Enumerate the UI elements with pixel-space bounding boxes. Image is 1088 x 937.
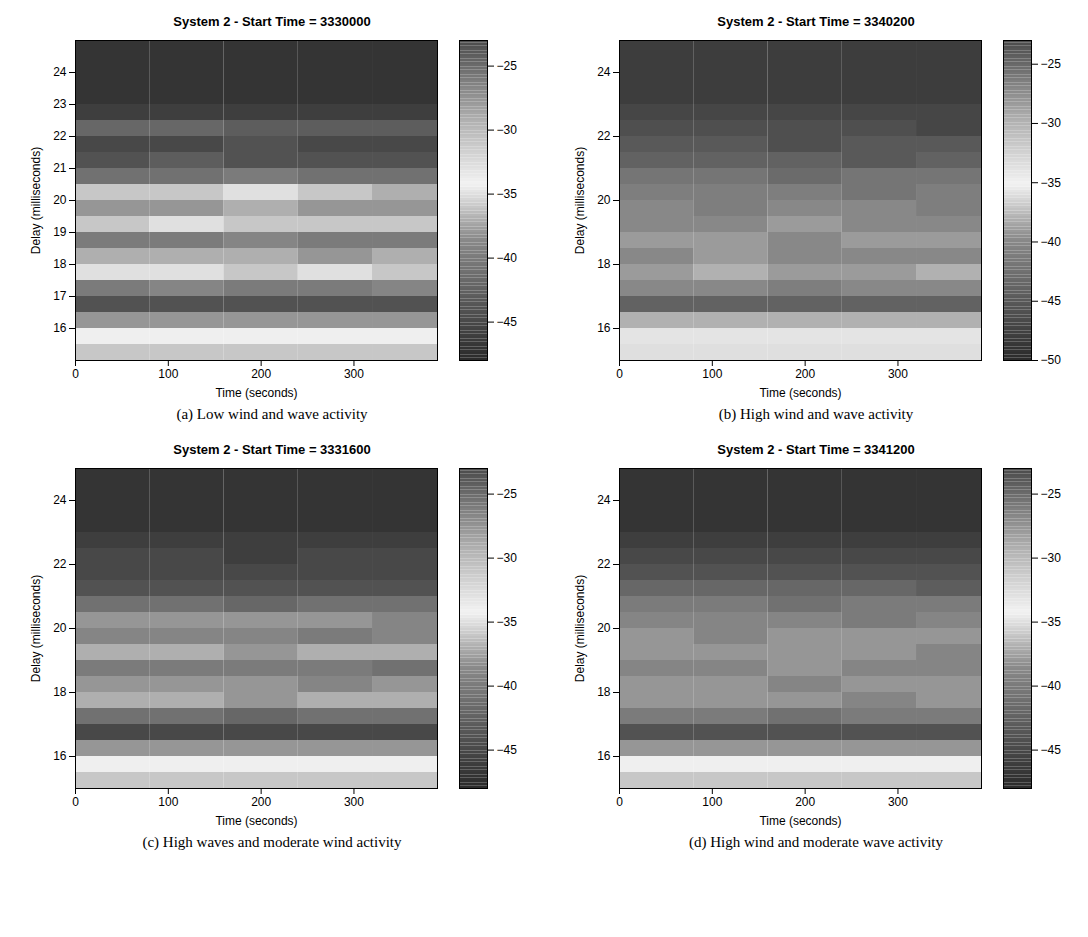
svg-text:−30: −30 [497, 123, 518, 137]
svg-text:Time (seconds): Time (seconds) [759, 386, 841, 400]
svg-text:24: 24 [597, 493, 611, 507]
svg-text:−40: −40 [497, 679, 518, 693]
svg-text:18: 18 [53, 257, 67, 271]
svg-text:100: 100 [158, 795, 178, 809]
svg-text:20: 20 [597, 193, 611, 207]
svg-text:18: 18 [597, 685, 611, 699]
svg-text:200: 200 [795, 367, 815, 381]
svg-text:−25: −25 [1041, 57, 1062, 71]
svg-text:Time (seconds): Time (seconds) [215, 386, 297, 400]
svg-text:−40: −40 [497, 251, 518, 265]
svg-text:100: 100 [702, 367, 722, 381]
svg-text:−40: −40 [1041, 679, 1062, 693]
svg-text:22: 22 [53, 129, 67, 143]
svg-text:18: 18 [597, 257, 611, 271]
svg-text:16: 16 [597, 321, 611, 335]
svg-text:200: 200 [251, 795, 271, 809]
svg-text:0: 0 [616, 367, 623, 381]
html-text:System 2 - Start Time = 334020: System 2 - Start Time = 3340200 [717, 14, 915, 29]
svg-text:−30: −30 [1041, 116, 1062, 130]
svg-text:−35: −35 [1041, 176, 1062, 190]
svg-text:200: 200 [795, 795, 815, 809]
svg-text:20: 20 [53, 621, 67, 635]
svg-text:Time (seconds): Time (seconds) [215, 814, 297, 828]
svg-text:16: 16 [53, 321, 67, 335]
svg-text:22: 22 [53, 557, 67, 571]
html-text:(b) High wind and wave activit: (b) High wind and wave activity [718, 406, 914, 422]
svg-text:−40: −40 [1041, 235, 1062, 249]
svg-text:22: 22 [597, 557, 611, 571]
html-text:System 2 - Start Time = 334120: System 2 - Start Time = 3341200 [717, 442, 915, 457]
svg-text:−35: −35 [1041, 615, 1062, 629]
svg-text:−50: −50 [1041, 353, 1062, 367]
svg-text:21: 21 [53, 161, 67, 175]
svg-text:100: 100 [158, 367, 178, 381]
svg-text:19: 19 [53, 225, 67, 239]
svg-text:300: 300 [344, 795, 364, 809]
svg-text:−35: −35 [497, 615, 518, 629]
svg-text:−30: −30 [497, 551, 518, 565]
svg-text:−45: −45 [497, 743, 518, 757]
svg-text:−45: −45 [497, 315, 518, 329]
svg-text:24: 24 [53, 65, 67, 79]
svg-text:18: 18 [53, 685, 67, 699]
svg-text:−30: −30 [1041, 551, 1062, 565]
svg-text:20: 20 [597, 621, 611, 635]
svg-text:Delay (milliseconds): Delay (milliseconds) [573, 575, 587, 682]
svg-text:−45: −45 [1041, 743, 1062, 757]
svg-text:23: 23 [53, 97, 67, 111]
svg-text:24: 24 [53, 493, 67, 507]
svg-text:−45: −45 [1041, 294, 1062, 308]
svg-text:0: 0 [72, 795, 79, 809]
html-text:(c) High waves and moderate wi: (c) High waves and moderate wind activit… [142, 834, 402, 850]
svg-text:−25: −25 [497, 487, 518, 501]
svg-text:24: 24 [597, 65, 611, 79]
svg-text:16: 16 [53, 749, 67, 763]
svg-text:300: 300 [888, 367, 908, 381]
svg-text:300: 300 [344, 367, 364, 381]
svg-text:Delay (milliseconds): Delay (milliseconds) [29, 147, 43, 254]
svg-text:0: 0 [72, 367, 79, 381]
svg-text:200: 200 [251, 367, 271, 381]
svg-text:100: 100 [702, 795, 722, 809]
svg-text:20: 20 [53, 193, 67, 207]
svg-text:Delay (milliseconds): Delay (milliseconds) [573, 147, 587, 254]
svg-text:17: 17 [53, 289, 67, 303]
svg-text:−25: −25 [497, 59, 518, 73]
svg-text:Time (seconds): Time (seconds) [759, 814, 841, 828]
html-text:(d) High wind and moderate wav: (d) High wind and moderate wave activity [689, 834, 943, 850]
svg-text:16: 16 [597, 749, 611, 763]
svg-text:−35: −35 [497, 187, 518, 201]
svg-text:22: 22 [597, 129, 611, 143]
svg-text:300: 300 [888, 795, 908, 809]
html-text:(a) Low wind and wave activity: (a) Low wind and wave activity [176, 406, 368, 422]
svg-text:−25: −25 [1041, 487, 1062, 501]
svg-text:0: 0 [616, 795, 623, 809]
html-text:System 2 - Start Time = 333160: System 2 - Start Time = 3331600 [173, 442, 371, 457]
svg-text:Delay (milliseconds): Delay (milliseconds) [29, 575, 43, 682]
html-text:System 2 - Start Time = 333000: System 2 - Start Time = 3330000 [173, 14, 371, 29]
